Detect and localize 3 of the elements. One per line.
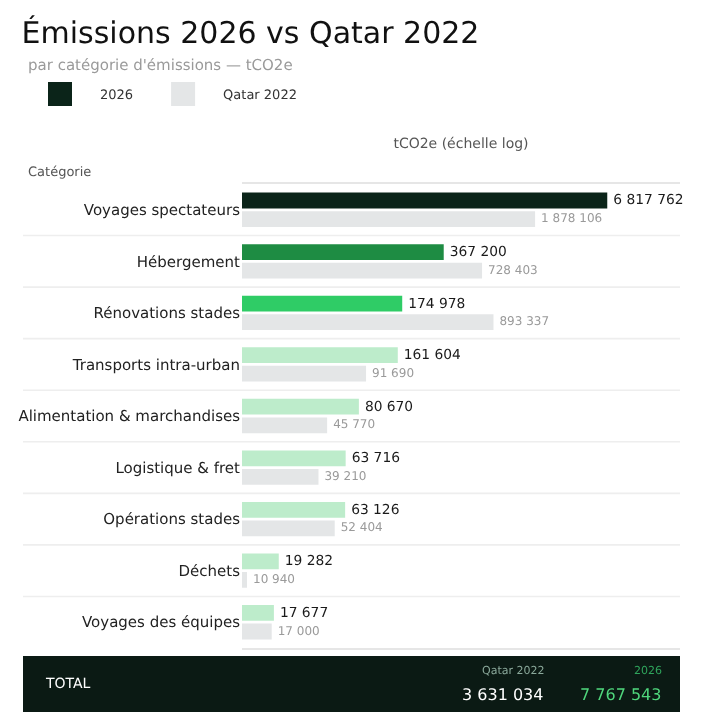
text: 3 631 034 [462, 686, 544, 704]
chart-title: Émissions 2026 vs Qatar 2022 [21, 14, 480, 51]
text: 7 767 543 [580, 686, 662, 704]
